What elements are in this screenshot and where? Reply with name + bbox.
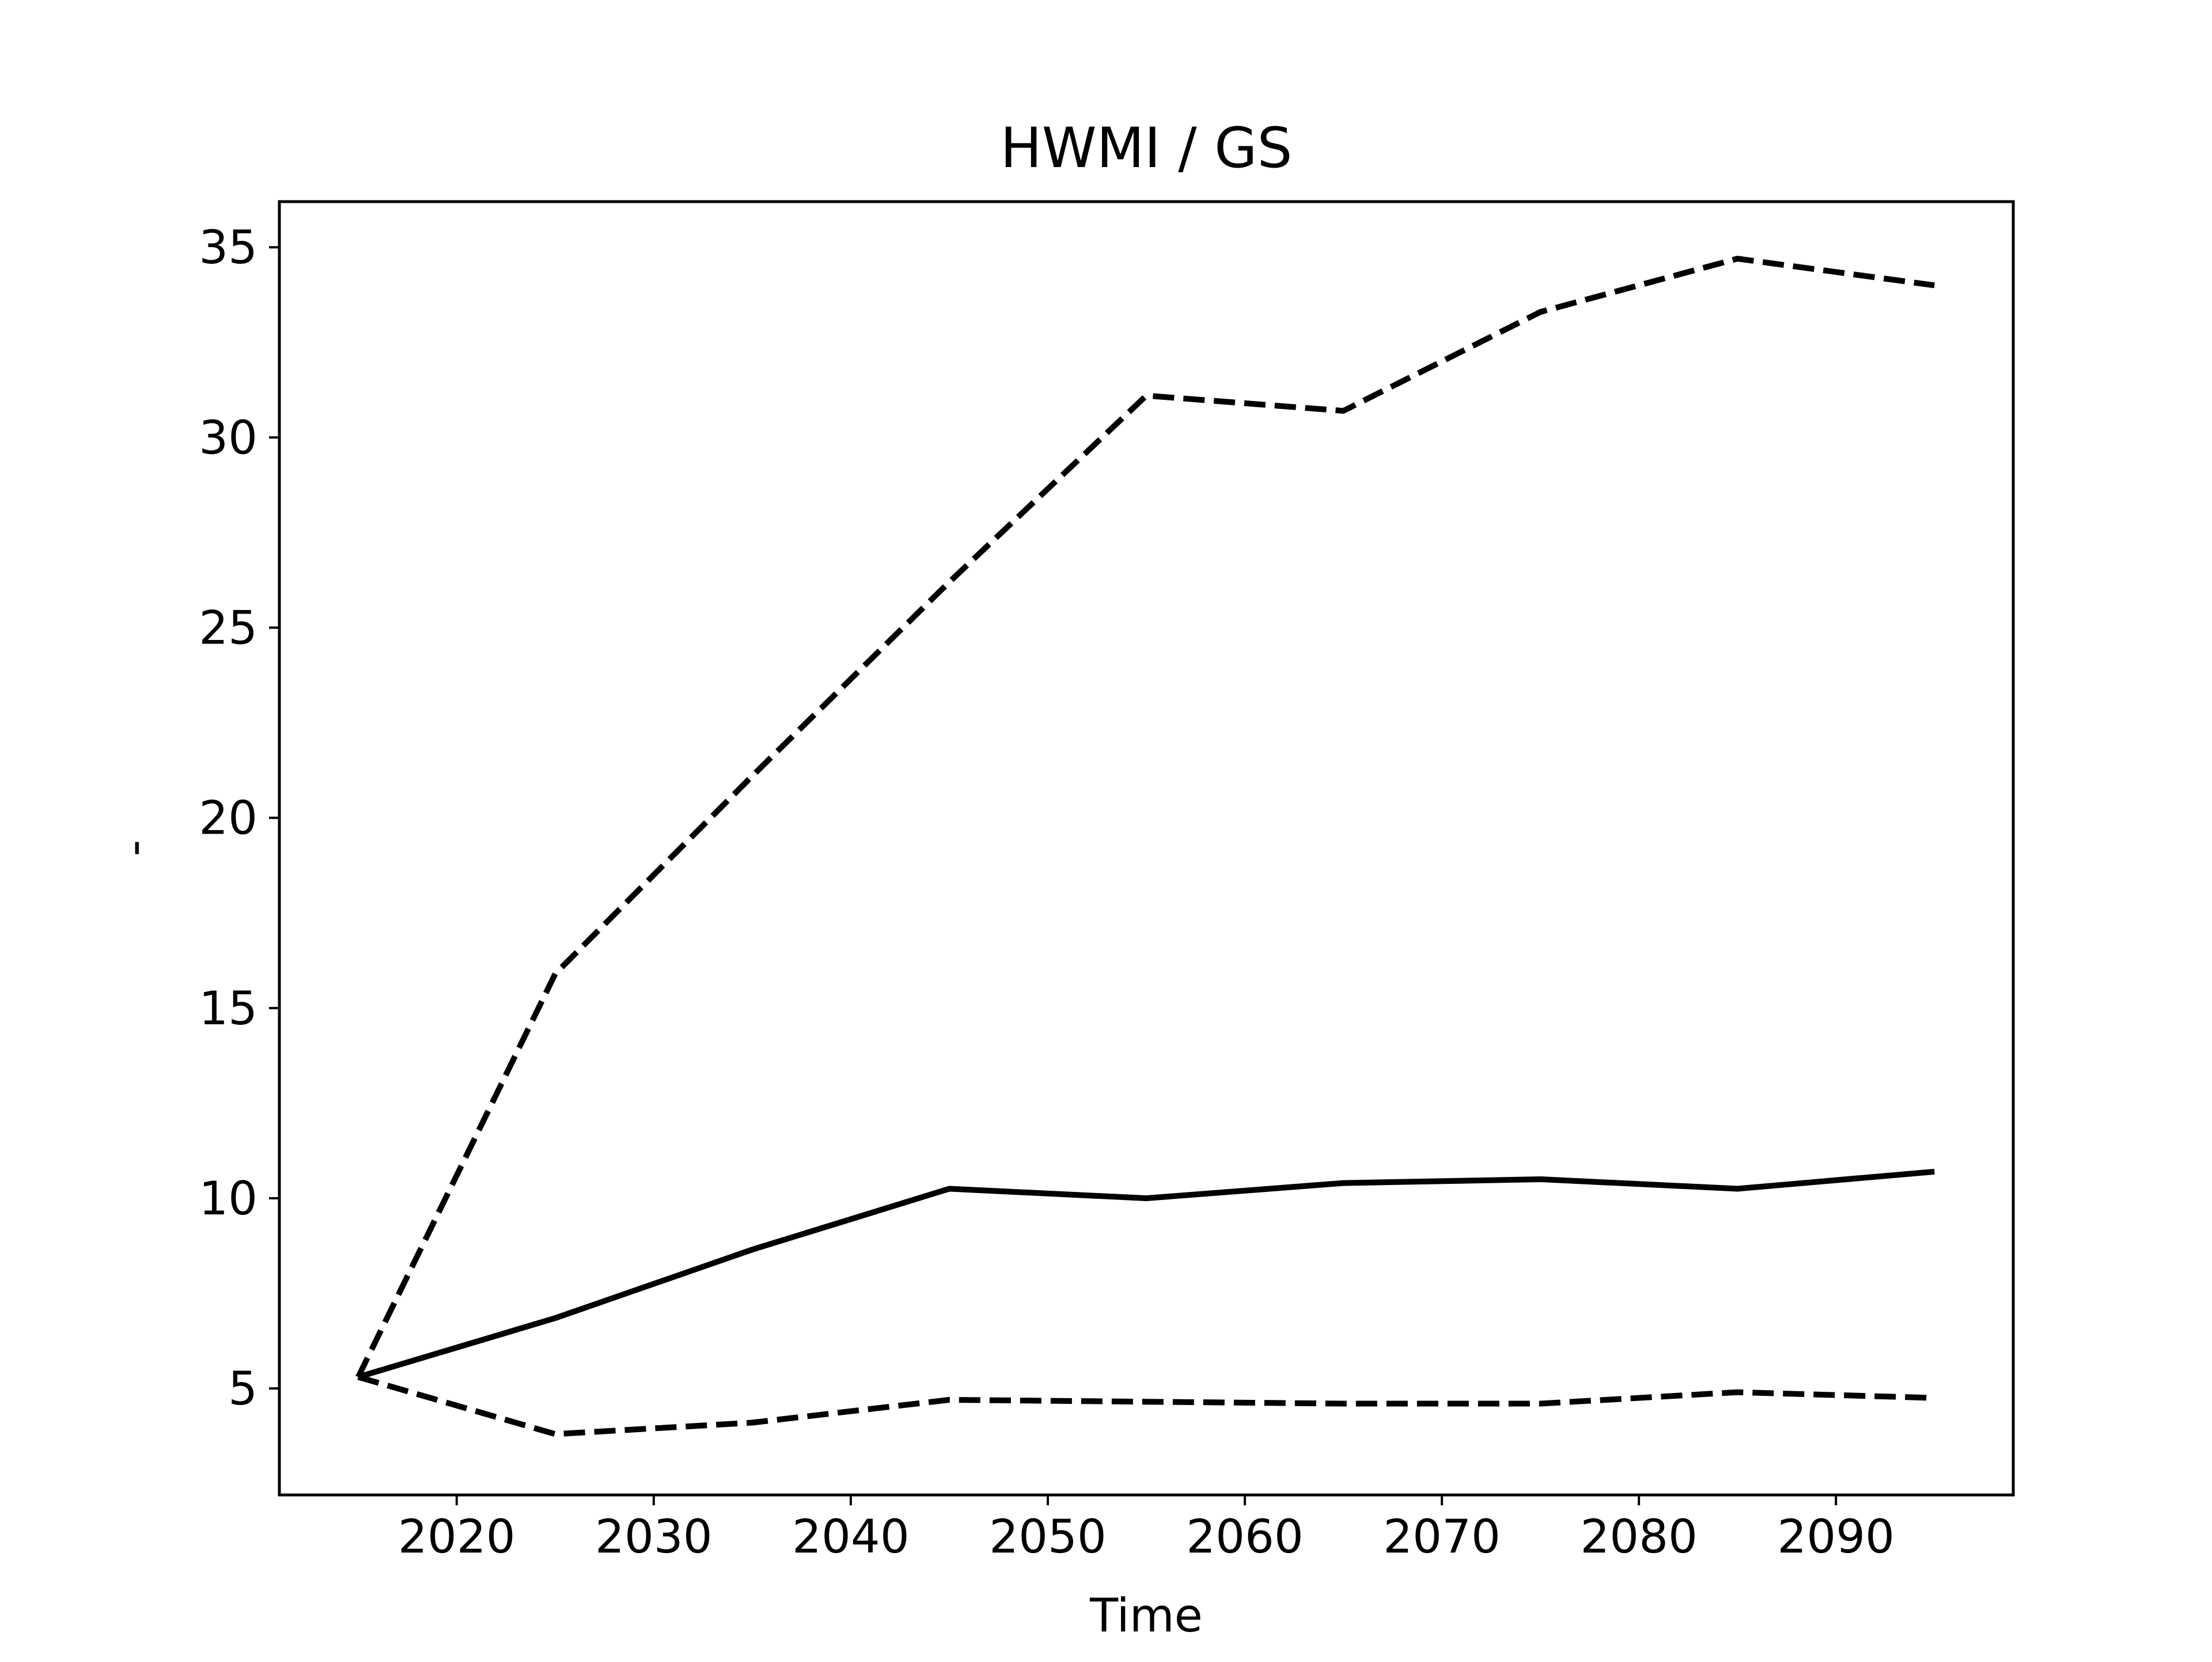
y-tick-label: 5	[228, 1362, 257, 1415]
x-tick-label: 2060	[1186, 1510, 1304, 1563]
x-tick-label: 2050	[989, 1510, 1107, 1563]
x-axis-title: Time	[1089, 1589, 1203, 1642]
y-tick-label: 10	[199, 1172, 257, 1225]
plot-frame	[278, 200, 2015, 1497]
x-tick-label: 2080	[1580, 1510, 1698, 1563]
x-tick-label: 2040	[792, 1510, 910, 1563]
axes-layer: 2020 2030 2040 2050 2060 2070 2080 2090 5 10 15 20 2…	[199, 221, 1895, 1563]
x-tick-label: 2070	[1383, 1510, 1501, 1563]
series-layer	[355, 256, 1935, 1437]
y-tick-label: 30	[199, 411, 257, 464]
y-tick-label: 35	[199, 221, 257, 274]
series-line-dashed	[357, 1374, 1935, 1437]
x-tick-label: 2030	[595, 1510, 713, 1563]
y-axis-title: -	[107, 840, 161, 857]
series-line-solid	[357, 1168, 1935, 1380]
y-tick-label: 25	[199, 601, 257, 655]
y-tick-label: 20	[199, 792, 257, 845]
x-tick-label: 2020	[398, 1510, 516, 1563]
y-tick-label: 15	[199, 982, 257, 1035]
chart-title: HWMI / GS	[1001, 116, 1293, 180]
x-tick-label: 2090	[1777, 1510, 1895, 1563]
